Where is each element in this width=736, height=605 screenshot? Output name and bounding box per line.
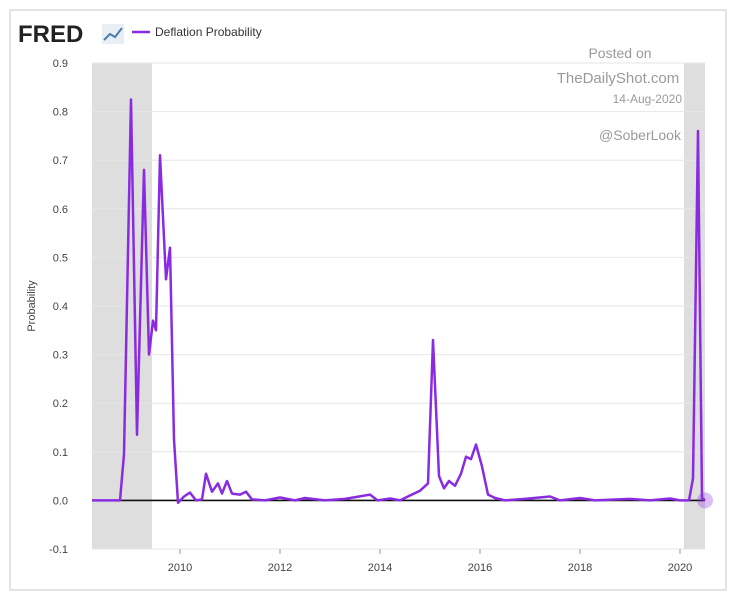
watermark: TheDailyShot.com <box>557 70 680 87</box>
y-tick-label: 0.9 <box>53 58 68 70</box>
x-tick-label: 2016 <box>468 562 492 574</box>
x-tick-label: 2018 <box>568 562 592 574</box>
plot-area: -0.1 0.0 0.1 0.2 0.3 0.4 0.5 0.6 0.7 0.8 0.9 2010 20… <box>49 58 713 574</box>
brand-logo: FRED <box>18 21 83 48</box>
y-tick-label: 0.4 <box>53 301 68 313</box>
brand-icon <box>102 24 124 44</box>
watermark: 14-Aug-2020 <box>613 92 683 106</box>
y-tick-label: 0.6 <box>53 204 68 216</box>
legend-label[interactable]: Deflation Probability <box>155 25 262 39</box>
y-tick-label: 0.7 <box>53 155 68 167</box>
y-tick-label: 0.0 <box>53 495 68 507</box>
y-tick-label: 0.5 <box>53 252 68 264</box>
y-tick-label: 0.1 <box>53 447 68 459</box>
y-tick-label: 0.2 <box>53 398 68 410</box>
x-tick-label: 2012 <box>268 562 292 574</box>
x-tick-label: 2014 <box>368 562 392 574</box>
y-tick-label: -0.1 <box>49 544 68 556</box>
x-tick-label: 2020 <box>668 562 692 574</box>
y-tick-label: 0.3 <box>53 350 68 362</box>
y-axis-label: Probability <box>26 280 38 332</box>
data-line <box>92 98 706 505</box>
watermark: @SoberLook <box>599 127 682 143</box>
hover-point <box>697 492 713 509</box>
watermark: Posted on <box>588 45 651 61</box>
x-tick-label: 2010 <box>168 562 192 574</box>
y-tick-label: 0.8 <box>53 107 68 119</box>
